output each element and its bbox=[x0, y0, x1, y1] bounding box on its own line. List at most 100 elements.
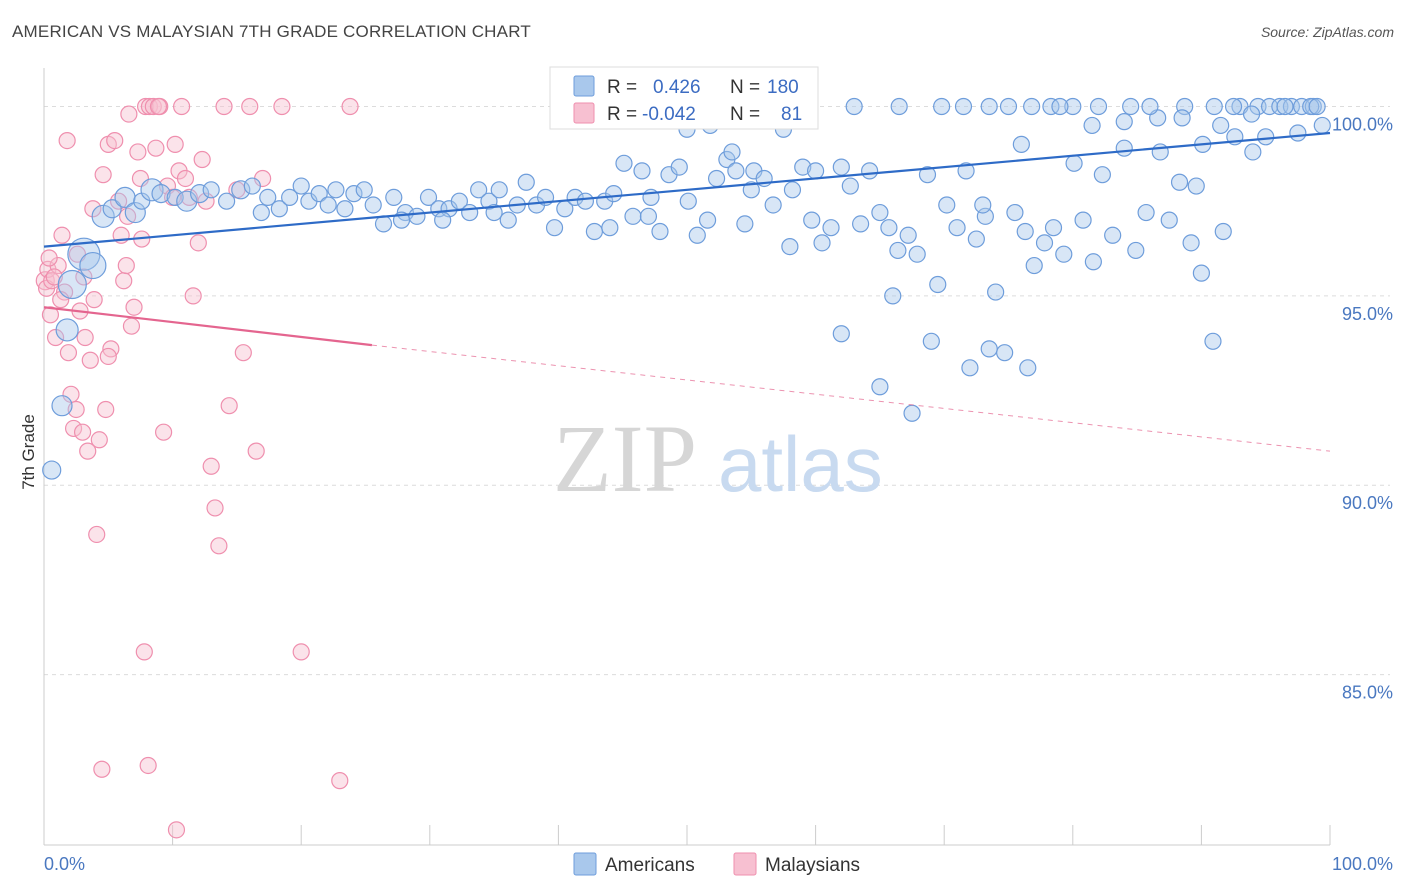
americans-point bbox=[832, 325, 850, 343]
malaysians-point bbox=[210, 537, 228, 555]
y-tick-label: 100.0% bbox=[1332, 115, 1393, 135]
americans-point bbox=[736, 215, 754, 233]
americans-point bbox=[1084, 253, 1102, 271]
malaysians-point bbox=[341, 97, 359, 116]
malaysians-point bbox=[184, 287, 202, 305]
americans-points bbox=[42, 97, 1331, 480]
americans-point bbox=[1122, 97, 1140, 116]
bottom-legend-swatch-americans bbox=[573, 852, 597, 876]
americans-point bbox=[1074, 211, 1092, 229]
americans-point bbox=[385, 188, 403, 207]
americans-point bbox=[1205, 97, 1223, 116]
malaysians-point bbox=[129, 143, 147, 161]
americans-point bbox=[852, 215, 870, 233]
americans-point bbox=[566, 188, 584, 207]
americans-point bbox=[723, 143, 741, 161]
americans-point bbox=[1089, 97, 1108, 116]
americans-point bbox=[57, 269, 87, 300]
americans-point bbox=[967, 230, 985, 248]
malaysians-trend-line bbox=[43, 306, 373, 347]
americans-point bbox=[1313, 116, 1331, 135]
americans-point bbox=[996, 344, 1014, 362]
americans-point bbox=[1151, 143, 1169, 161]
americans-point bbox=[1035, 234, 1054, 252]
correlation-legend: R = 0.426 N = 180 R = -0.042 N = 81 bbox=[549, 66, 819, 130]
malaysians-point bbox=[166, 135, 184, 153]
malaysians-point bbox=[202, 457, 220, 475]
americans-point bbox=[639, 207, 658, 225]
americans-point bbox=[336, 200, 354, 218]
americans-point bbox=[957, 162, 975, 180]
bottom-legend-malaysians: Malaysians bbox=[765, 855, 860, 876]
americans-point bbox=[889, 241, 907, 260]
americans-point bbox=[345, 185, 363, 203]
americans-point bbox=[1141, 97, 1159, 116]
americans-point bbox=[91, 204, 115, 228]
americans-point bbox=[1104, 226, 1122, 244]
americans-point bbox=[1042, 97, 1060, 116]
americans-point bbox=[517, 173, 535, 191]
americans-point bbox=[861, 162, 879, 180]
malaysians-point bbox=[115, 272, 133, 290]
americans-point bbox=[1242, 105, 1261, 123]
malaysians-point bbox=[53, 226, 71, 244]
malaysians-point bbox=[193, 150, 211, 169]
malaysians-point bbox=[247, 442, 265, 460]
malaysians-point bbox=[154, 423, 173, 441]
legend-swatch-americans bbox=[573, 75, 595, 97]
y-tick-label: 95.0% bbox=[1342, 304, 1393, 324]
americans-point bbox=[1016, 222, 1034, 241]
americans-point bbox=[124, 201, 146, 224]
americans-point bbox=[1192, 264, 1211, 282]
americans-point bbox=[1170, 173, 1189, 191]
americans-point bbox=[742, 181, 760, 199]
malaysians-point bbox=[106, 131, 124, 150]
americans-point bbox=[922, 332, 940, 350]
americans-point bbox=[1023, 97, 1041, 116]
americans-point bbox=[470, 181, 488, 199]
americans-point bbox=[1276, 97, 1294, 116]
americans-point bbox=[408, 207, 426, 225]
malaysians-point bbox=[94, 166, 112, 184]
americans-point bbox=[884, 287, 902, 305]
americans-point bbox=[1308, 97, 1326, 116]
americans-point bbox=[1257, 128, 1275, 146]
americans-point bbox=[1160, 211, 1178, 229]
americans-point bbox=[698, 211, 717, 229]
y-tick-label: 90.0% bbox=[1342, 493, 1393, 513]
malaysians-point bbox=[97, 400, 115, 419]
bottom-legend-swatch-malaysians bbox=[733, 852, 757, 876]
americans-point bbox=[633, 162, 651, 180]
americans-point bbox=[803, 211, 821, 229]
americans-point bbox=[961, 359, 979, 377]
malaysians-point bbox=[81, 351, 99, 369]
malaysians-point bbox=[117, 256, 135, 275]
americans-point bbox=[781, 238, 799, 256]
americans-point bbox=[954, 97, 973, 116]
americans-point bbox=[461, 203, 479, 222]
malaysians-point bbox=[176, 169, 195, 188]
americans-point bbox=[601, 219, 619, 237]
watermark-zip: ZIP bbox=[553, 405, 697, 512]
malaysians-point bbox=[40, 249, 58, 267]
americans-point bbox=[270, 200, 288, 218]
malaysians-point bbox=[93, 760, 111, 778]
americans-point bbox=[585, 222, 604, 241]
malaysians-point bbox=[215, 97, 233, 116]
legend-n-value-americans: 180 bbox=[767, 77, 799, 98]
americans-point bbox=[434, 211, 452, 229]
malaysians-point bbox=[189, 234, 207, 252]
malaysians-point bbox=[118, 207, 137, 225]
chart-title: AMERICAN VS MALAYSIAN 7TH GRADE CORRELAT… bbox=[12, 22, 531, 41]
americans-point bbox=[545, 219, 564, 237]
malaysians-point bbox=[99, 347, 117, 366]
americans-point bbox=[374, 215, 393, 233]
americans-point bbox=[764, 196, 782, 214]
americans-point bbox=[79, 251, 107, 280]
malaysians-point bbox=[85, 291, 103, 309]
americans-point bbox=[880, 219, 898, 237]
americans-point bbox=[1055, 245, 1073, 263]
americans-point bbox=[1019, 359, 1037, 377]
americans-point bbox=[1006, 203, 1024, 222]
malaysians-point bbox=[59, 344, 78, 362]
